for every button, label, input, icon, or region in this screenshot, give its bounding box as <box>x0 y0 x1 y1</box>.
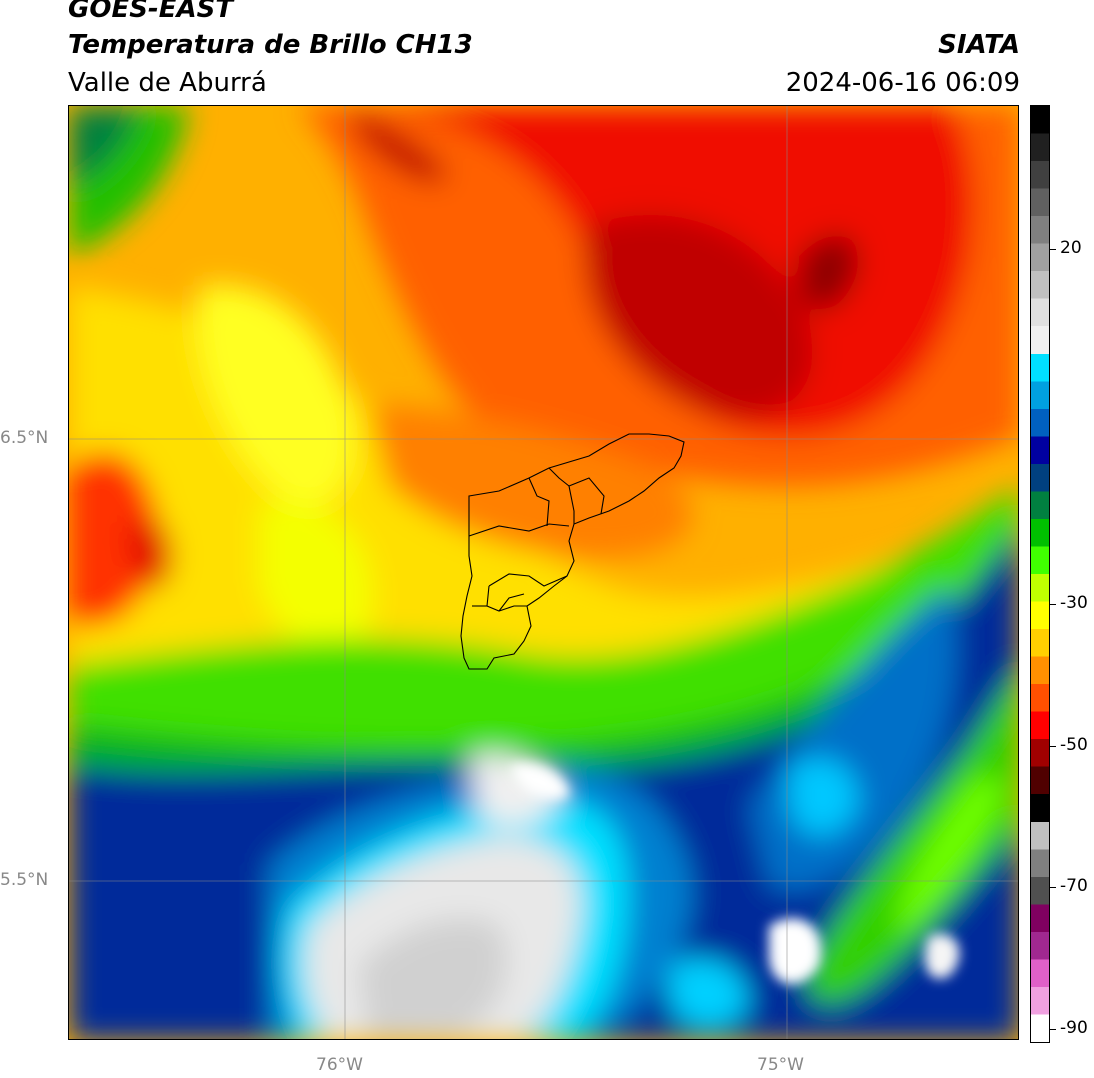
valley-municipal-boundaries <box>460 433 685 670</box>
colorbar-tick <box>1050 887 1056 888</box>
colorbar-tick <box>1050 1029 1056 1030</box>
colorbar-label-20: 20 <box>1060 238 1082 258</box>
product-title: Temperatura de Brillo CH13 <box>68 30 473 60</box>
colorbar-label-minus50: -50 <box>1060 735 1088 755</box>
colorbar-tick <box>1050 746 1056 747</box>
temperature-colorbar <box>1030 105 1050 1043</box>
lat-label-6-5n: 6.5°N <box>0 428 49 448</box>
lon-label-75w: 75°W <box>757 1055 804 1075</box>
colorbar-label-minus30: -30 <box>1060 593 1088 613</box>
region-subtitle: Valle de Aburrá <box>68 68 267 98</box>
graticule <box>69 106 1018 1039</box>
satellite-title: GOES-EAST <box>68 0 234 24</box>
colorbar-label-minus90: -90 <box>1060 1018 1088 1038</box>
lat-label-5-5n: 5.5°N <box>0 870 49 890</box>
organization-label: SIATA <box>938 30 1020 60</box>
lon-label-76w: 76°W <box>316 1055 363 1075</box>
colorbar-tick <box>1050 604 1056 605</box>
satellite-map[interactable] <box>68 105 1019 1040</box>
colorbar-label-minus70: -70 <box>1060 876 1088 896</box>
colorbar-tick <box>1050 249 1056 250</box>
datetime-label: 2024-06-16 06:09 <box>785 68 1020 98</box>
brightness-temperature-field <box>69 106 1018 1039</box>
